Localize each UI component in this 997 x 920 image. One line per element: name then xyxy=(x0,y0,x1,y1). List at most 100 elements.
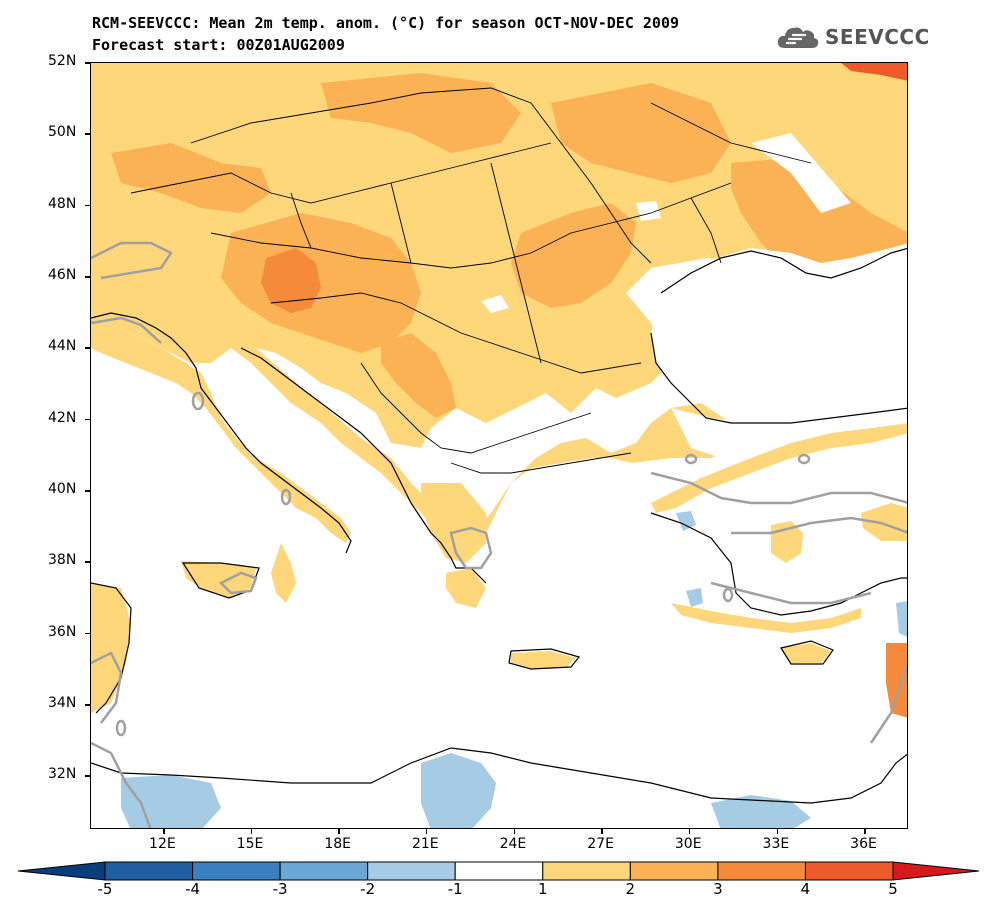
lat-tick-mark xyxy=(85,133,90,135)
lon-tick-mark xyxy=(163,829,165,834)
colorbar-label: 2 xyxy=(625,880,636,898)
lon-tick-label: 24E xyxy=(499,836,527,852)
lat-tick-mark xyxy=(85,561,90,563)
colorbar-label: 3 xyxy=(713,880,723,898)
colorbar-label: 1 xyxy=(537,880,548,898)
lat-tick-label: 42N xyxy=(48,409,77,426)
lat-tick-label: 46N xyxy=(48,267,77,284)
lon-tick-mark xyxy=(250,829,253,834)
colorbar-bin xyxy=(367,861,456,881)
country-borders xyxy=(130,87,812,474)
seevccc-logo: SEEVCCC xyxy=(775,22,930,52)
lat-tick-mark xyxy=(85,347,90,349)
region-zero-patch-3 xyxy=(481,295,509,313)
colorbar-bin xyxy=(104,861,194,881)
region-neg-egypt xyxy=(711,795,811,828)
lat-tick-label: 50N xyxy=(48,124,77,141)
colorbar-label: -3 xyxy=(272,880,288,898)
coastlines xyxy=(91,247,907,804)
lon-tick-mark xyxy=(864,829,866,834)
map-subtitle: Forecast start: 00Z01AUG2009 xyxy=(92,36,345,54)
region-anatolia-south xyxy=(671,603,861,633)
colorbar-label: 5 xyxy=(888,880,898,898)
region-neg-cyrenaica xyxy=(421,753,496,828)
region-4-5-ne-corner xyxy=(841,63,907,81)
map-area xyxy=(90,62,908,829)
lat-tick-label: 40N xyxy=(48,481,77,498)
black-sea-south xyxy=(671,408,907,458)
lat-tick-label: 48N xyxy=(48,195,77,212)
lon-tick-mark xyxy=(338,829,340,834)
lat-tick-mark xyxy=(85,632,90,635)
colorbar-bin xyxy=(542,861,631,881)
colorbar-bin xyxy=(804,861,894,881)
region-anatolia-coast xyxy=(651,423,907,513)
region-peloponnese xyxy=(446,568,486,608)
region-3-4-croatia xyxy=(261,248,321,313)
region-italy-south xyxy=(271,543,296,603)
lon-tick-label: 36E xyxy=(850,836,877,852)
lat-tick-mark xyxy=(85,418,90,421)
colorbar-bin xyxy=(279,861,369,881)
region-2-3-czech xyxy=(111,143,271,213)
region-zero-patch-1 xyxy=(751,133,851,213)
colorbar-label: -5 xyxy=(97,880,113,898)
region-cyprus xyxy=(781,643,831,663)
colorbar-label: -2 xyxy=(360,880,376,898)
colorbar-bin xyxy=(192,861,281,881)
zero-contours xyxy=(91,241,907,828)
region-neg-levant xyxy=(896,601,907,637)
region-tunisia xyxy=(91,583,131,713)
lat-tick-mark xyxy=(85,276,90,278)
lat-tick-mark xyxy=(85,704,90,706)
lon-tick-mark xyxy=(776,829,779,834)
lon-tick-mark xyxy=(688,829,691,834)
region-2-3-serbia xyxy=(381,333,456,418)
region-2-3-romania xyxy=(511,203,636,308)
lon-tick-label: 27E xyxy=(587,836,614,852)
lat-tick-label: 38N xyxy=(48,552,77,569)
region-balkans xyxy=(231,348,751,538)
region-neg-anatolia-2 xyxy=(686,588,703,607)
cloud-icon xyxy=(777,27,819,48)
region-crete xyxy=(511,651,576,668)
colorbar-label: 4 xyxy=(800,880,811,898)
lat-tick-label: 32N xyxy=(48,766,77,783)
region-zero-patch-2 xyxy=(636,201,661,221)
colorbar-arrow-high xyxy=(892,861,980,881)
lon-tick-label: 18E xyxy=(324,836,351,852)
lat-tick-label: 36N xyxy=(48,623,77,640)
region-neg-anatolia-1 xyxy=(676,511,696,531)
black-sea xyxy=(651,243,907,418)
lon-tick-label: 30E xyxy=(674,836,702,852)
lat-tick-mark xyxy=(85,62,90,64)
map-title: RCM-SEEVCCC: Mean 2m temp. anom. (°C) fo… xyxy=(92,14,679,32)
lon-tick-label: 15E xyxy=(236,836,264,852)
anomaly-map xyxy=(91,63,907,828)
lat-tick-mark xyxy=(85,775,90,777)
colorbar-bin xyxy=(717,861,806,881)
lon-tick-mark xyxy=(425,829,428,834)
region-anatolia-east xyxy=(861,503,907,541)
lat-tick-mark xyxy=(85,204,90,207)
lat-tick-label: 44N xyxy=(48,338,77,355)
colorbar-label: -1 xyxy=(447,880,463,898)
lon-tick-label: 33E xyxy=(762,836,790,852)
colorbar-label: -4 xyxy=(185,880,201,898)
region-italy xyxy=(91,313,351,543)
lon-tick-label: 21E xyxy=(411,836,439,852)
lon-tick-mark xyxy=(601,829,603,834)
lat-tick-label: 34N xyxy=(48,695,77,712)
lat-tick-label: 52N xyxy=(48,53,77,69)
region-2-3-ukraine xyxy=(551,83,731,183)
region-3-4-se-edge xyxy=(886,643,907,718)
logo-text: SEEVCCC xyxy=(825,25,930,49)
region-sicily xyxy=(181,561,256,598)
region-2-3-central xyxy=(221,213,421,353)
region-greece xyxy=(421,483,486,563)
colorbar-arrow-low xyxy=(17,861,106,881)
lat-tick-mark xyxy=(85,490,90,492)
lon-tick-mark xyxy=(513,829,516,834)
region-2-3-poland xyxy=(321,73,521,153)
